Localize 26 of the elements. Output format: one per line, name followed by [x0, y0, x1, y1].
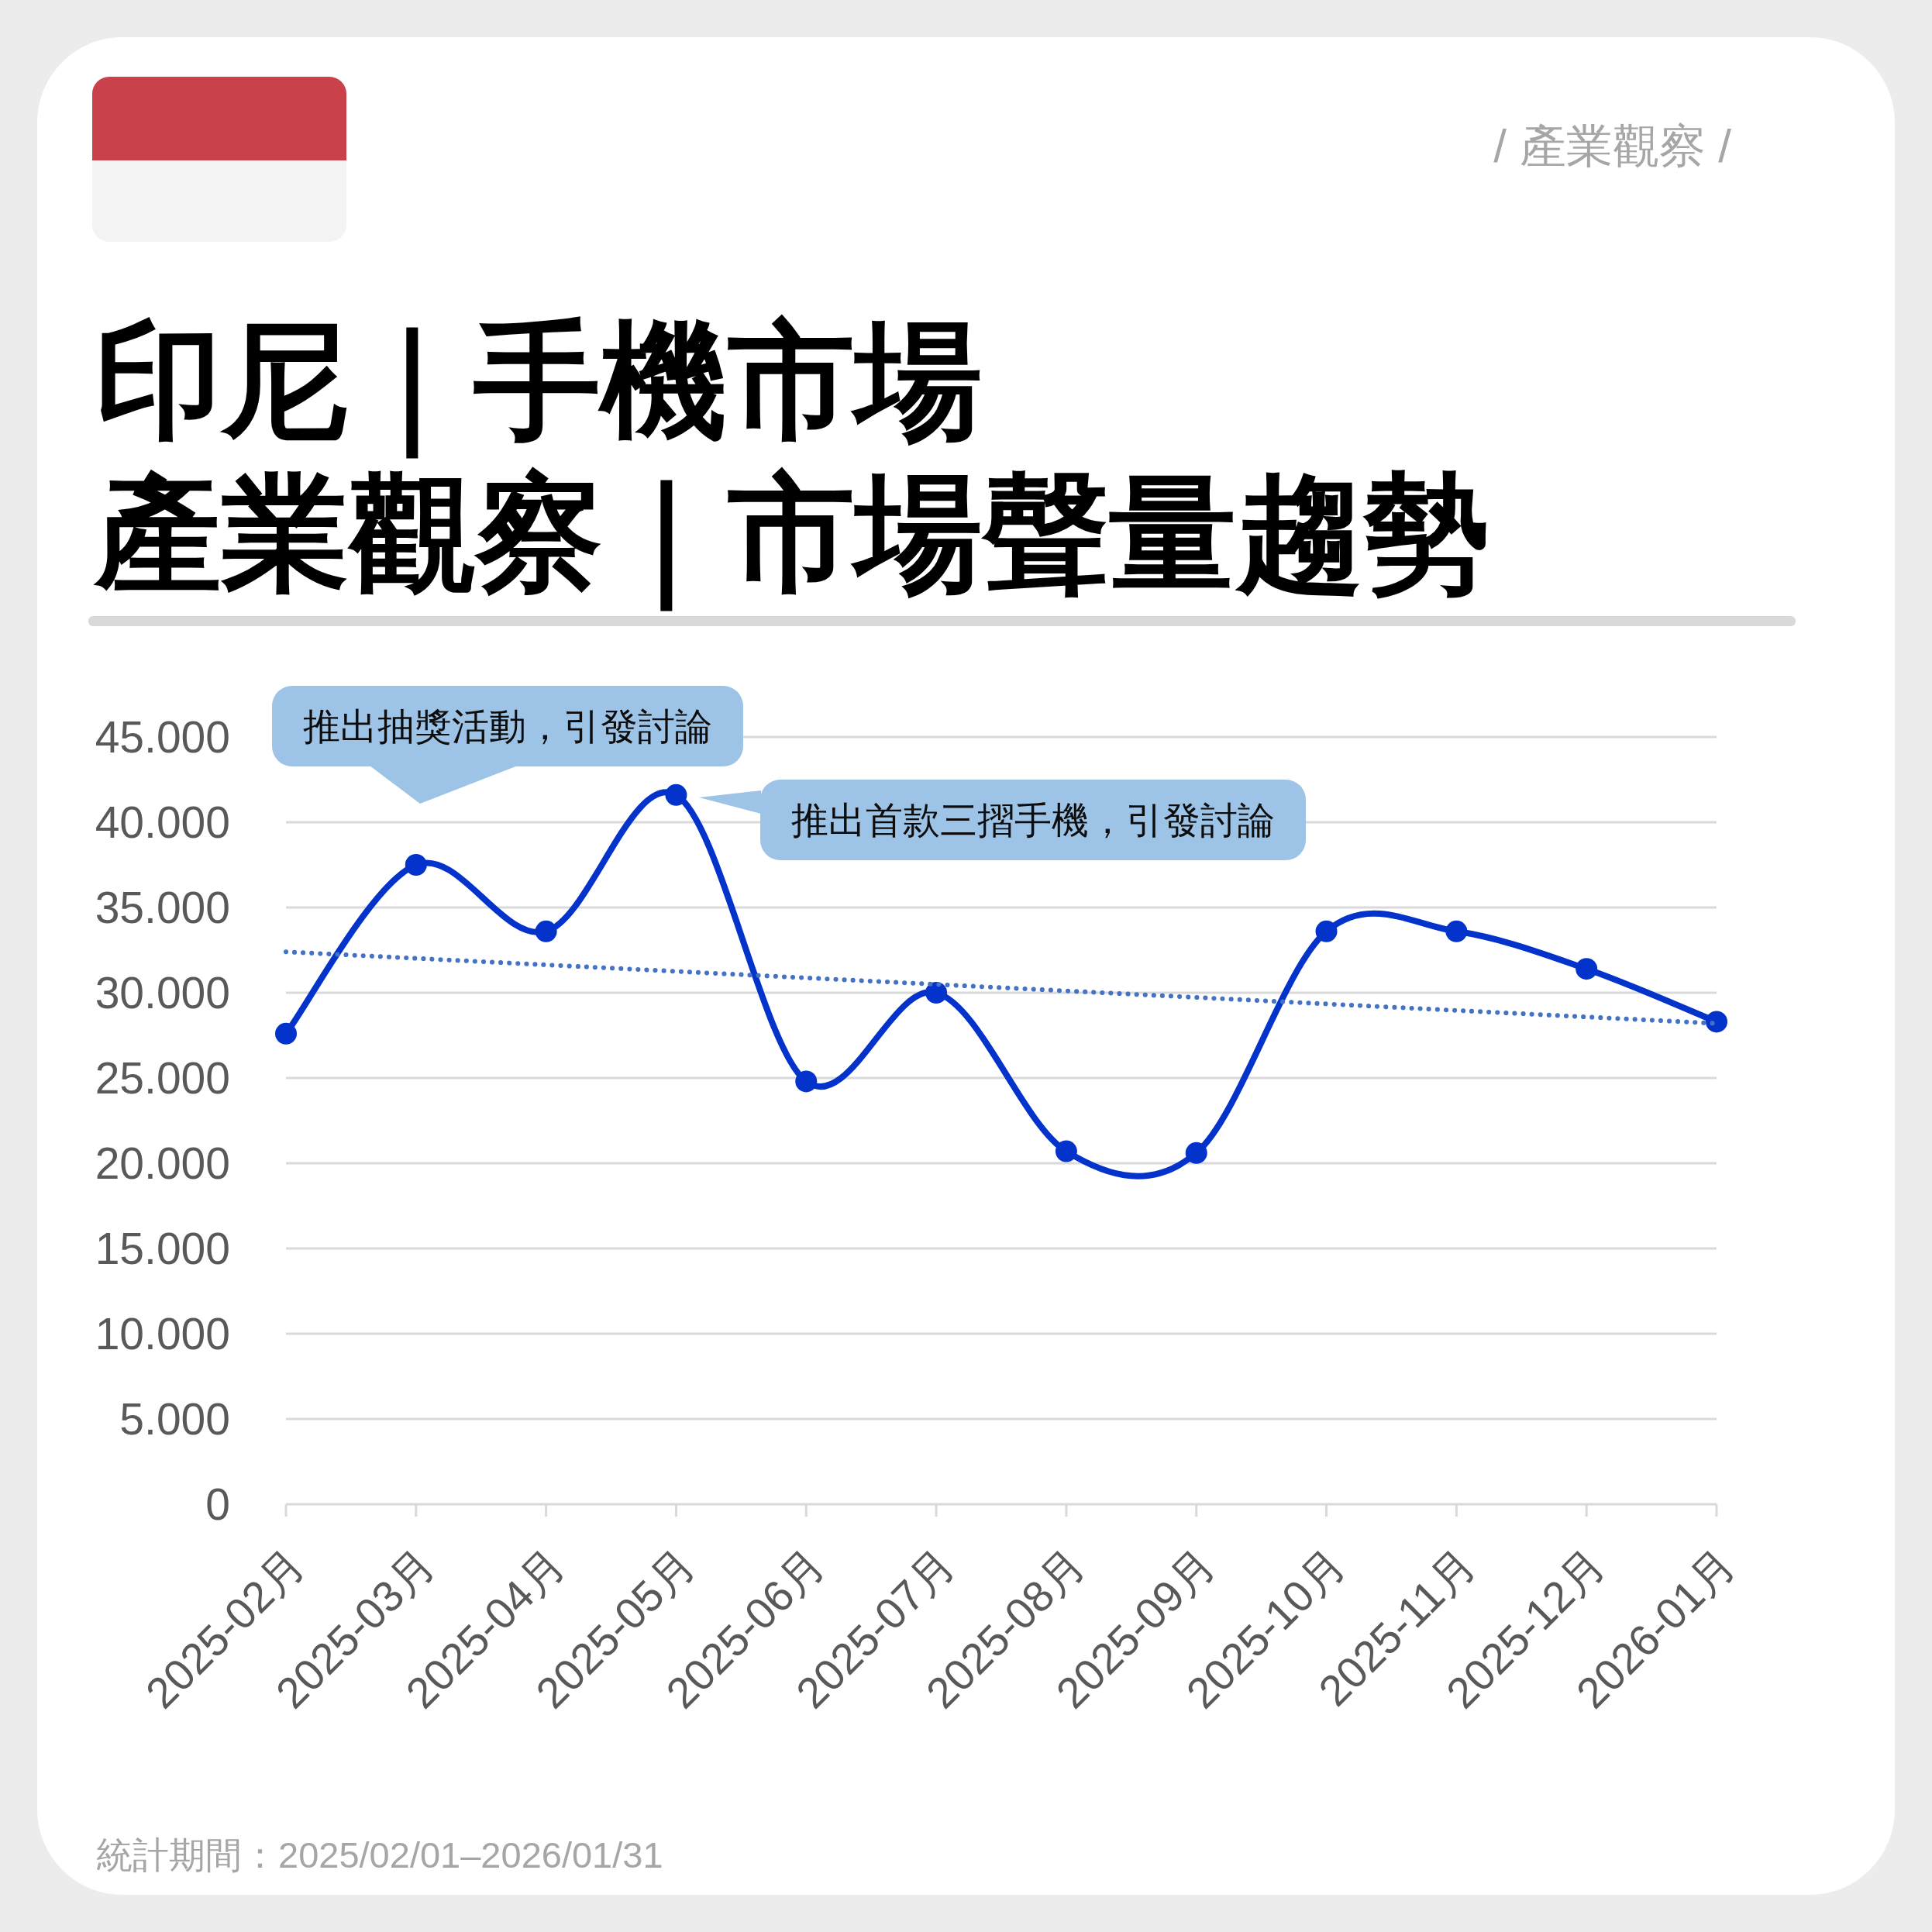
y-tick-label: 15.000 [95, 1224, 230, 1273]
y-tick-label: 30.000 [95, 968, 230, 1018]
y-tick-label: 45.000 [95, 712, 230, 762]
point [535, 920, 557, 942]
point [1055, 1140, 1077, 1162]
chart-title: 印尼｜手機市場 [95, 310, 982, 459]
y-tick-label: 5.000 [119, 1394, 230, 1444]
y-tick-label: 20.000 [95, 1138, 230, 1188]
y-tick-label: 10.000 [95, 1309, 230, 1359]
point [1706, 1011, 1727, 1033]
point [795, 1070, 818, 1093]
text: 統計期間：2025/02/01–2026/01/31 [96, 1834, 663, 1875]
annotation: 推出首款三摺手機，引發討論 [791, 799, 1275, 841]
y-tick-label: 25.000 [95, 1053, 230, 1103]
point [925, 982, 948, 1004]
chart-subtitle: 產業觀察｜市場聲量趨勢 [93, 463, 1490, 611]
point [405, 854, 427, 876]
point [1445, 920, 1468, 942]
text: / 產業觀察 / [1493, 119, 1732, 172]
y-tick-label: 0 [205, 1479, 230, 1529]
y-tick-label: 35.000 [95, 883, 230, 932]
point [1576, 958, 1598, 980]
point [275, 1022, 297, 1045]
point [1315, 920, 1338, 942]
y-tick-label: 40.000 [95, 797, 230, 847]
point [1185, 1142, 1207, 1164]
